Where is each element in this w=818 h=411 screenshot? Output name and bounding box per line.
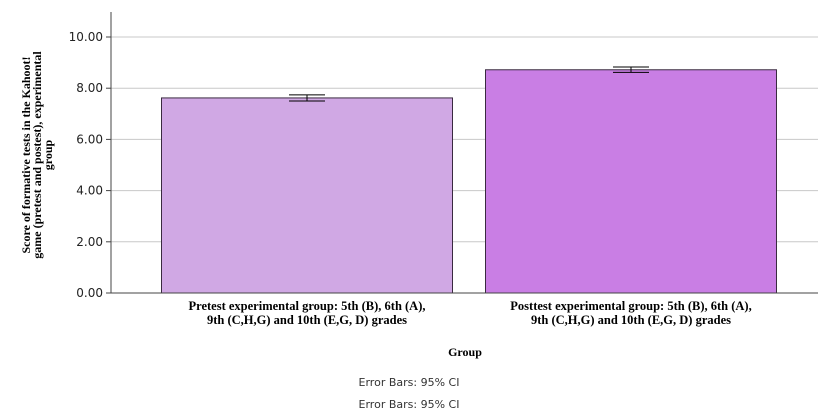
x-category-label: 9th (C,H,G) and 10th (E,G, D) grades — [207, 313, 407, 327]
y-axis-title-line: Score of formative tests in the Kahoot! — [19, 56, 33, 253]
y-axis-title-line: game (pretest and postest), experimental — [30, 51, 44, 259]
error-bar-note: Error Bars: 95% CI — [359, 398, 460, 411]
y-tick-labels: 0.00 2.00 4.00 6.00 8.00 10.00 — [69, 30, 103, 300]
y-tick-label: 8.00 — [76, 81, 103, 95]
y-tick-label: 10.00 — [69, 30, 103, 44]
error-bar-note: Error Bars: 95% CI — [359, 376, 460, 389]
error-bar-notes: Error Bars: 95% CI Error Bars: 95% CI — [359, 376, 460, 411]
x-category-label: Posttest experimental group: 5th (B), 6t… — [510, 299, 751, 313]
bar — [485, 69, 777, 294]
error-bars — [289, 66, 649, 102]
bar — [161, 97, 453, 294]
bars — [161, 69, 777, 294]
error-bar — [613, 66, 649, 73]
y-tick-label: 0.00 — [76, 286, 103, 300]
x-axis-title: Group — [448, 345, 482, 359]
error-bar — [289, 94, 325, 102]
x-category-label: Pretest experimental group: 5th (B), 6th… — [189, 299, 426, 313]
y-tick-label: 4.00 — [76, 184, 103, 198]
y-axis-title-line: group — [41, 139, 55, 170]
y-tick-label: 2.00 — [76, 235, 103, 249]
y-axis-title: Score of formative tests in the Kahoot!g… — [19, 51, 55, 259]
x-category-label: 9th (C,H,G) and 10th (E,G, D) grades — [531, 313, 731, 327]
x-category-labels: Pretest experimental group: 5th (B), 6th… — [189, 299, 752, 327]
y-tick-label: 6.00 — [76, 132, 103, 146]
